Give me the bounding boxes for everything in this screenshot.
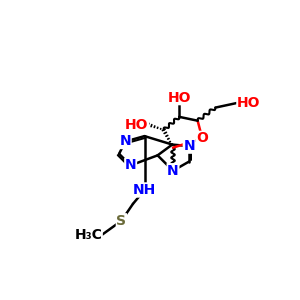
Text: H₃C: H₃C: [74, 228, 102, 242]
Text: NH: NH: [133, 183, 156, 197]
Text: O: O: [196, 131, 208, 146]
Text: HO: HO: [237, 96, 260, 110]
Text: N: N: [183, 139, 195, 153]
Text: N: N: [119, 134, 131, 148]
Text: HO: HO: [167, 91, 191, 105]
Text: HO: HO: [125, 118, 148, 131]
Text: S: S: [116, 214, 126, 228]
Text: N: N: [167, 164, 179, 178]
Text: N: N: [125, 158, 136, 172]
